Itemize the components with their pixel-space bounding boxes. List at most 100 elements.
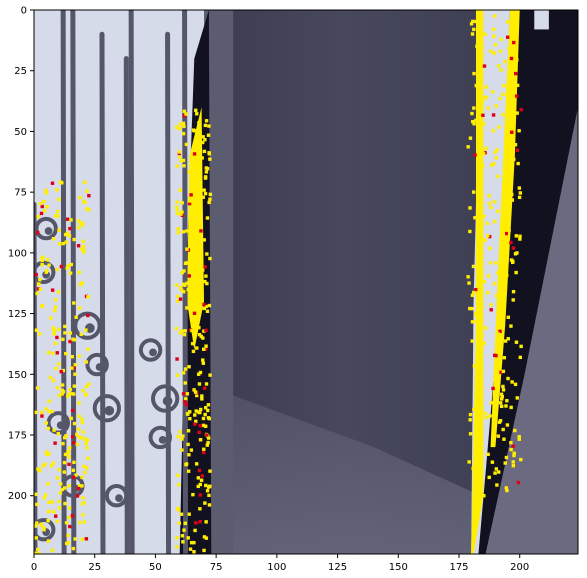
- speckle: [72, 301, 76, 305]
- speckle: [513, 428, 517, 433]
- speckle: [514, 21, 519, 25]
- speckle: [196, 232, 201, 236]
- speckle: [187, 453, 191, 457]
- speckle: [496, 332, 500, 336]
- speckle: [466, 145, 470, 149]
- speckle: [179, 159, 183, 163]
- speckle: [471, 466, 475, 471]
- speckle: [207, 503, 212, 507]
- speckle: [472, 71, 476, 76]
- speckle: [82, 520, 87, 524]
- speckle: [67, 446, 72, 450]
- speckle: [487, 193, 491, 198]
- speckle: [484, 146, 489, 151]
- x-axis: 0 25 50 75 100 125 150 175 200: [31, 554, 529, 573]
- speckle: [202, 302, 206, 307]
- speckle: [510, 198, 515, 202]
- speckle: [84, 328, 88, 332]
- speckle: [510, 130, 514, 134]
- speckle: [501, 369, 506, 374]
- speckle: [196, 225, 200, 229]
- corner-block: [534, 10, 549, 30]
- speckle: [45, 205, 49, 209]
- speckle: [205, 166, 210, 171]
- speckle: [472, 290, 476, 295]
- speckle: [517, 186, 522, 190]
- speckle: [502, 356, 507, 360]
- speckle: [84, 441, 89, 446]
- speckle: [66, 394, 70, 398]
- speckle: [475, 462, 480, 466]
- speckle: [60, 487, 65, 492]
- speckle: [52, 328, 56, 333]
- speckle: [201, 423, 206, 428]
- speckle: [468, 418, 472, 422]
- speckle: [175, 535, 179, 540]
- speckle: [65, 266, 69, 270]
- speckle: [175, 164, 179, 168]
- speckle: [500, 397, 504, 401]
- speckle: [497, 64, 501, 68]
- speckle: [470, 293, 475, 297]
- speckle: [197, 311, 201, 315]
- speckle: [50, 500, 54, 504]
- speckle: [199, 259, 203, 263]
- speckle: [492, 281, 497, 286]
- speckle: [87, 208, 91, 212]
- speckle: [499, 68, 503, 72]
- speckle: [185, 281, 189, 285]
- speckle: [482, 494, 486, 498]
- speckle: [204, 536, 209, 540]
- speckle: [205, 443, 210, 447]
- speckle: [179, 286, 183, 290]
- speckle: [517, 129, 521, 133]
- speckle: [185, 247, 189, 251]
- speckle: [85, 438, 90, 442]
- speckle: [176, 299, 180, 303]
- speckle: [205, 433, 209, 437]
- speckle: [181, 131, 186, 136]
- speckle: [200, 156, 204, 160]
- speckle: [472, 27, 476, 32]
- speckle: [483, 32, 487, 36]
- speckle: [202, 149, 207, 154]
- y-tick-label: 200: [8, 491, 27, 502]
- speckle: [502, 437, 506, 441]
- speckle: [80, 417, 84, 421]
- speckle: [54, 214, 58, 218]
- gate-bar: [70, 10, 77, 554]
- speckle: [80, 420, 85, 425]
- speckle: [518, 355, 523, 360]
- speckle: [83, 437, 87, 441]
- speckle: [175, 373, 180, 378]
- speckle: [509, 65, 513, 69]
- speckle: [488, 246, 492, 251]
- speckle: [187, 274, 191, 278]
- speckle: [491, 128, 495, 133]
- floor-region: [223, 393, 481, 554]
- speckle: [55, 188, 59, 192]
- speckle: [198, 482, 202, 487]
- speckle: [495, 148, 499, 152]
- speckle: [179, 212, 183, 216]
- speckle: [63, 452, 68, 457]
- speckle: [509, 447, 513, 452]
- x-tick-label: 25: [88, 562, 101, 573]
- y-tick-label: 75: [14, 188, 27, 199]
- speckle: [486, 234, 490, 238]
- speckle: [53, 441, 57, 445]
- speckle: [40, 204, 44, 209]
- speckle: [184, 397, 188, 401]
- speckle: [206, 403, 211, 407]
- speckle: [518, 191, 523, 195]
- speckle: [65, 231, 70, 235]
- speckle: [55, 267, 59, 272]
- speckle: [515, 111, 519, 115]
- speckle: [183, 261, 188, 266]
- speckle: [192, 550, 196, 554]
- speckle: [189, 177, 194, 182]
- speckle: [498, 318, 502, 322]
- speckle: [198, 370, 203, 375]
- speckle: [56, 214, 60, 218]
- speckle: [511, 298, 515, 302]
